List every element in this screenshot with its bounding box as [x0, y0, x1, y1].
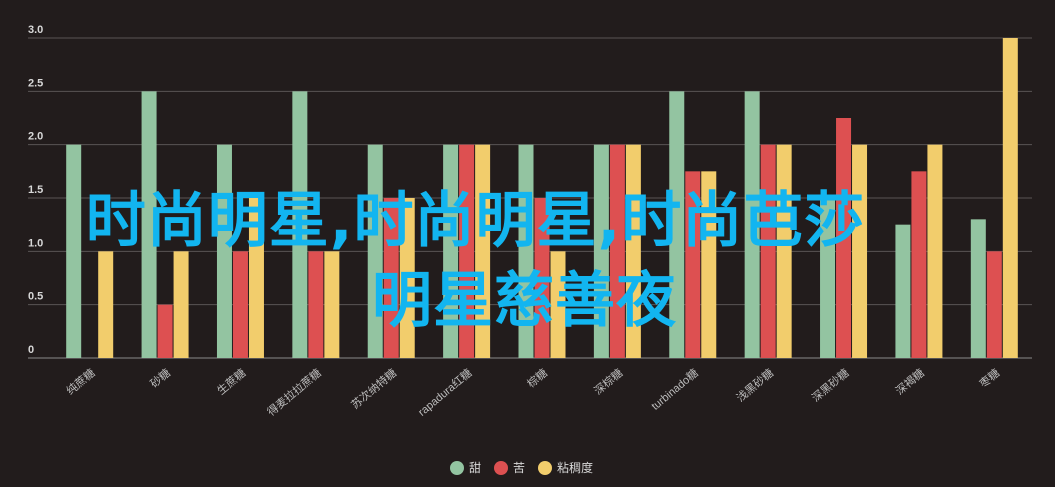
x-tick-label: 棕糖	[524, 366, 550, 391]
bar	[308, 251, 324, 358]
bar	[550, 251, 566, 358]
y-tick-label: 0	[28, 344, 34, 356]
bar	[66, 144, 82, 358]
legend-label: 粘稠度	[557, 460, 593, 475]
bar	[911, 171, 927, 358]
bar	[324, 251, 340, 358]
bar	[701, 171, 717, 358]
bar	[475, 144, 491, 358]
y-tick-label: 2.5	[28, 77, 43, 89]
bar	[399, 198, 415, 358]
bar	[292, 91, 308, 358]
bar	[1002, 38, 1018, 358]
bar	[157, 304, 173, 358]
bar	[625, 144, 641, 358]
y-tick-label: 3.0	[28, 24, 43, 36]
y-tick-label: 2.0	[28, 131, 43, 143]
bar	[927, 144, 943, 358]
bar	[248, 198, 264, 358]
x-tick-label: 得麦拉拉蔗糖	[264, 366, 324, 419]
bar	[518, 144, 534, 358]
x-tick-label: 生蔗糖	[214, 366, 248, 398]
y-tick-label: 1.0	[28, 237, 43, 249]
y-tick-label: 1.5	[28, 184, 43, 196]
bar	[776, 144, 792, 358]
legend-label: 苦	[513, 461, 525, 475]
bar	[173, 251, 189, 358]
bar	[852, 144, 868, 358]
bar	[232, 251, 248, 358]
x-tick-label: turbinado糖	[648, 366, 701, 413]
bar	[367, 144, 383, 358]
bar	[216, 144, 232, 358]
x-tick-label: rapadura红糖	[415, 366, 475, 419]
legend-swatch	[538, 461, 552, 475]
bar	[98, 251, 114, 358]
bar	[459, 144, 475, 358]
y-tick-label: 0.5	[28, 291, 43, 303]
bar	[685, 171, 701, 358]
bar	[443, 144, 459, 358]
x-tick-label: 苏次纳特糖	[348, 366, 399, 412]
bar	[141, 91, 157, 358]
bar	[534, 198, 550, 358]
legend-swatch	[494, 461, 508, 475]
bar	[895, 224, 911, 358]
x-tick-label: 深褐糖	[893, 366, 927, 398]
bar	[836, 118, 852, 358]
bar	[609, 144, 625, 358]
x-tick-label: 浅黑砂糖	[733, 366, 776, 405]
bar	[970, 219, 986, 358]
bar	[669, 91, 685, 358]
bar	[986, 251, 1002, 358]
bar	[593, 144, 609, 358]
legend-label: 甜	[469, 461, 481, 475]
bar	[744, 91, 760, 358]
bar	[383, 198, 399, 358]
bar	[760, 144, 776, 358]
x-tick-label: 枣糖	[976, 366, 1002, 391]
bar	[820, 198, 836, 358]
x-tick-label: 深黑砂糖	[809, 366, 852, 405]
x-tick-label: 砂糖	[147, 366, 173, 391]
legend-swatch	[450, 461, 464, 475]
x-tick-label: 深棕糖	[591, 366, 625, 398]
x-tick-label: 纯蔗糖	[63, 366, 97, 398]
